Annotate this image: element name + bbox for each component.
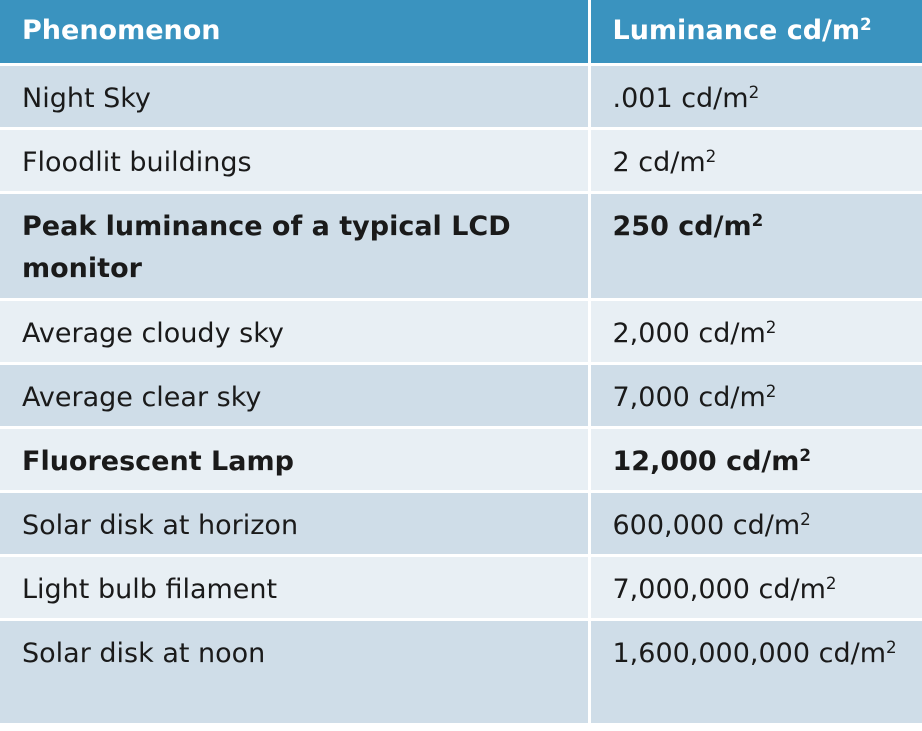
phenomenon-cell: Solar disk at noon — [0, 619, 589, 723]
luminance-sup: 2 — [751, 209, 764, 230]
luminance-sup: 2 — [748, 81, 760, 102]
luminance-sup: 2 — [705, 145, 717, 166]
table-row: Light bulb filament 7,000,000 cd/m2 — [0, 555, 922, 619]
table-row: Floodlit buildings 2 cd/m2 — [0, 128, 922, 192]
luminance-sup: 2 — [825, 572, 837, 593]
table-row: Night Sky .001 cd/m2 — [0, 64, 922, 128]
luminance-cell: 12,000 cd/m2 — [587, 427, 922, 491]
luminance-value: 250 cd/m — [612, 210, 752, 242]
luminance-cell: 7,000 cd/m2 — [587, 363, 922, 427]
phenomenon-cell: Average clear sky — [0, 363, 589, 427]
luminance-value: 1,600,000,000 cd/m — [612, 637, 887, 669]
luminance-sup: 2 — [800, 508, 811, 529]
luminance-cell: 2 cd/m2 — [587, 128, 922, 192]
phenomenon-cell: Solar disk at horizon — [0, 491, 589, 555]
phenomenon-cell: Light bulb filament — [0, 555, 589, 619]
phenomenon-cell: Floodlit buildings — [0, 128, 589, 192]
table-row: Solar disk at horizon 600,000 cd/m2 — [0, 491, 922, 555]
luminance-value: 7,000,000 cd/m — [612, 573, 826, 605]
luminance-sup: 2 — [765, 380, 777, 401]
table-row: Fluorescent Lamp 12,000 cd/m2 — [0, 427, 922, 491]
luminance-value: 2,000 cd/m — [612, 317, 766, 349]
luminance-sup: 2 — [886, 636, 897, 657]
phenomenon-cell: Peak luminance of a typical LCD monitor — [0, 192, 589, 299]
luminance-sup: 2 — [799, 444, 812, 465]
table-row: Peak luminance of a typical LCD monitor … — [0, 192, 922, 299]
table-row: Average cloudy sky 2,000 cd/m2 — [0, 299, 922, 363]
luminance-cell: 2,000 cd/m2 — [587, 299, 922, 363]
luminance-value: 600,000 cd/m — [612, 509, 801, 541]
phenomenon-cell: Night Sky — [0, 64, 589, 128]
luminance-cell: .001 cd/m2 — [587, 64, 922, 128]
luminance-cell: 7,000,000 cd/m2 — [587, 555, 922, 619]
phenomenon-cell: Fluorescent Lamp — [0, 427, 589, 491]
luminance-value: .001 cd/m — [612, 82, 749, 114]
header-luminance: Luminance cd/m2 — [587, 0, 922, 64]
header-phenomenon: Phenomenon — [0, 0, 589, 64]
header-luminance-text: Luminance cd/m — [612, 15, 861, 46]
luminance-cell: 250 cd/m2 — [587, 192, 922, 299]
header-row: Phenomenon Luminance cd/m2 — [0, 0, 922, 64]
luminance-value: 7,000 cd/m — [612, 381, 766, 413]
header-luminance-sup: 2 — [860, 13, 872, 34]
luminance-cell: 1,600,000,000 cd/m2 — [587, 619, 922, 723]
luminance-value: 2 cd/m — [612, 146, 706, 178]
table-row: Solar disk at noon 1,600,000,000 cd/m2 — [0, 619, 922, 723]
table-row: Average clear sky 7,000 cd/m2 — [0, 363, 922, 427]
luminance-cell: 600,000 cd/m2 — [587, 491, 922, 555]
luminance-value: 12,000 cd/m — [612, 445, 800, 477]
luminance-sup: 2 — [765, 316, 777, 337]
phenomenon-cell: Average cloudy sky — [0, 299, 589, 363]
